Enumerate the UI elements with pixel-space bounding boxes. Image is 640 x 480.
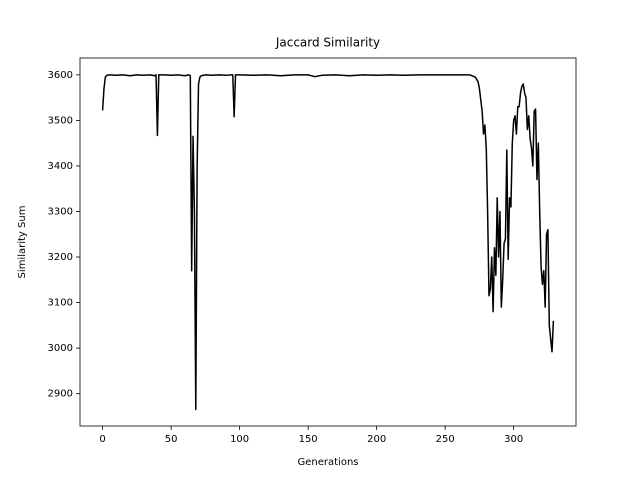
x-tick-label: 250 bbox=[436, 434, 455, 445]
x-tick-label: 0 bbox=[99, 434, 105, 445]
y-tick-label: 3200 bbox=[48, 252, 73, 263]
plot-frame bbox=[79, 57, 577, 427]
x-axis-label: Generations bbox=[298, 457, 359, 468]
y-tick-label: 3000 bbox=[48, 343, 73, 354]
y-tick-label: 3100 bbox=[48, 298, 73, 309]
y-tick-label: 2900 bbox=[48, 389, 73, 400]
x-tick-label: 200 bbox=[367, 434, 386, 445]
y-tick-label: 3400 bbox=[48, 161, 73, 172]
y-tick-label: 3500 bbox=[48, 115, 73, 126]
x-tick-label: 150 bbox=[299, 434, 318, 445]
x-tick-label: 100 bbox=[230, 434, 249, 445]
x-tick-label: 50 bbox=[165, 434, 178, 445]
y-axis-label: Similarity Sum bbox=[17, 206, 28, 279]
x-tick-label: 300 bbox=[504, 434, 523, 445]
chart-title: Jaccard Similarity bbox=[275, 36, 380, 50]
y-tick-label: 3600 bbox=[48, 70, 73, 81]
line bbox=[101, 74, 555, 411]
y-tick-label: 3300 bbox=[48, 206, 73, 217]
